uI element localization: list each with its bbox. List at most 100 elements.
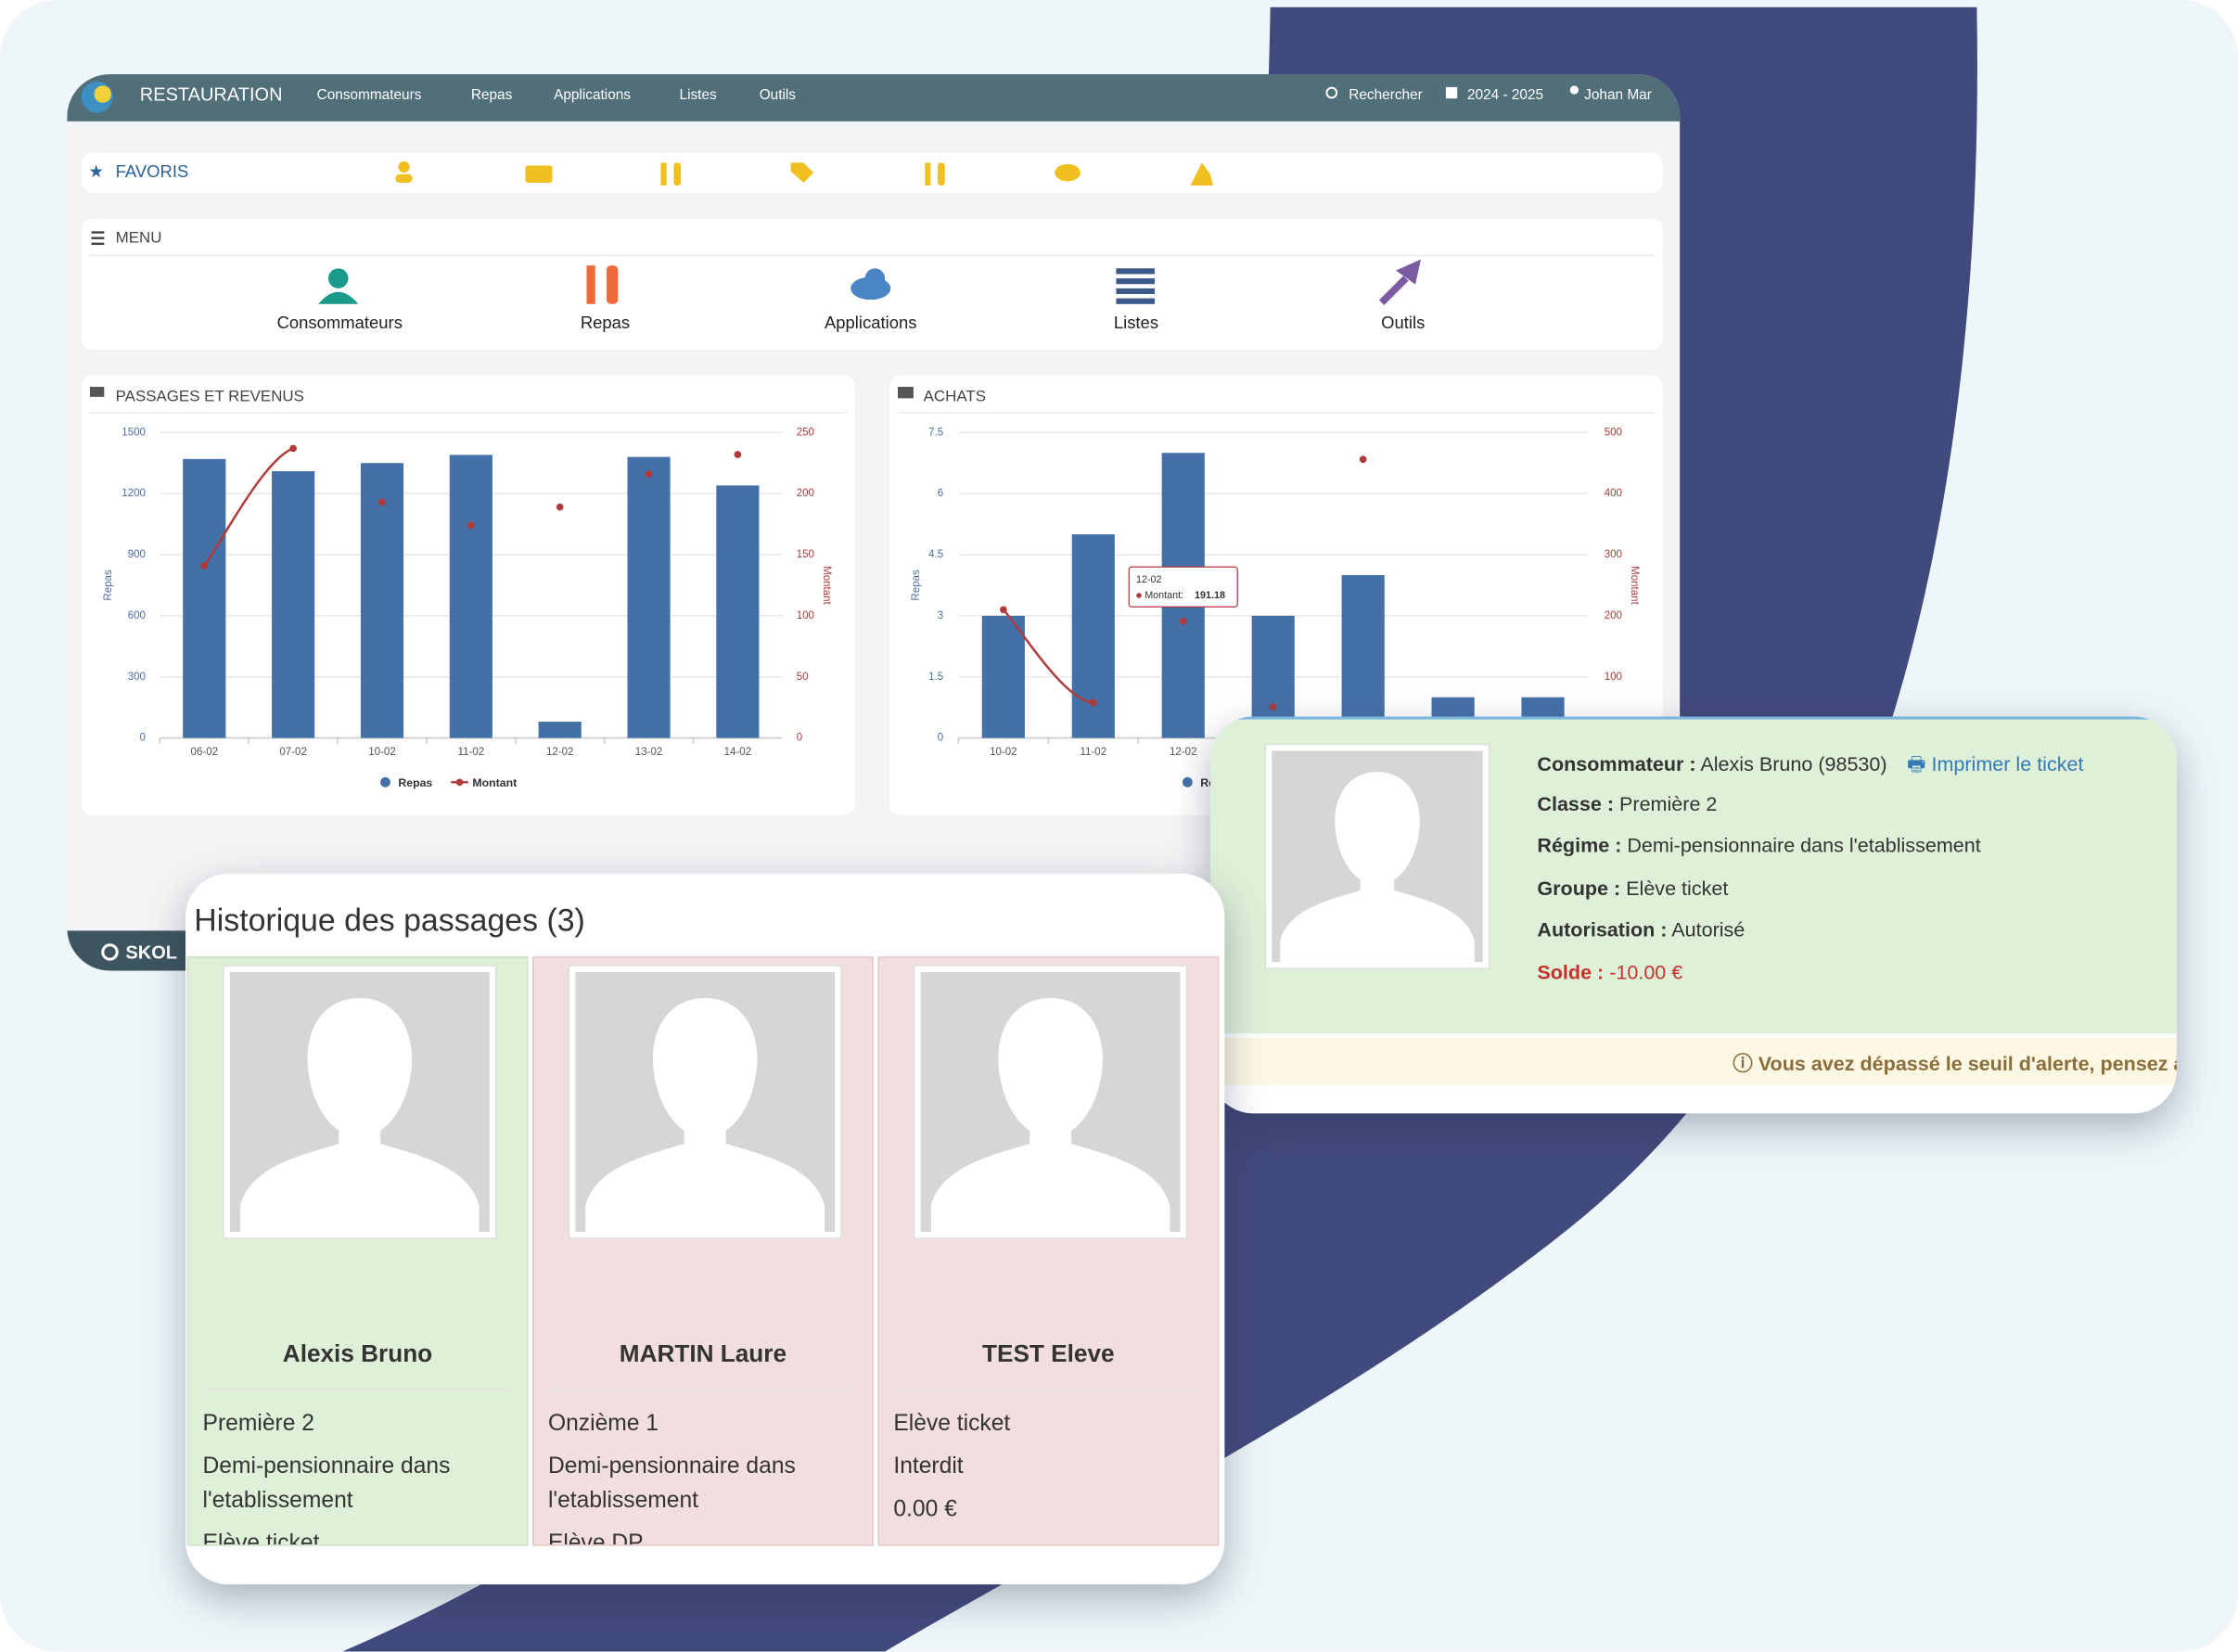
cart-icon xyxy=(89,387,105,397)
field: Consommateur : Alexis Bruno (98530) 🖶 Imp… xyxy=(1537,749,2083,784)
field: Classe : Première 2 xyxy=(1537,791,1717,814)
bar xyxy=(449,455,492,738)
point xyxy=(1179,617,1187,625)
menu-item-icon[interactable] xyxy=(318,291,359,304)
history-entry: MARTIN Laure Onzième 1 Demi-pensionnaire d… xyxy=(532,956,874,1546)
field-label: Groupe : xyxy=(1537,876,1621,899)
nav-search[interactable]: Rechercher xyxy=(1349,87,1422,103)
nav-item[interactable]: Outils xyxy=(760,87,797,103)
avatar xyxy=(920,971,1181,1233)
nav-item[interactable]: Consommateurs xyxy=(317,87,422,103)
entry-line: Elève ticket xyxy=(893,1411,1011,1437)
fav-icon[interactable] xyxy=(1055,163,1081,182)
print-link[interactable]: 🖶 Imprimer le ticket xyxy=(1907,752,2084,775)
entry-lines: Onzième 1 Demi-pensionnaire dans l'etabli… xyxy=(547,1403,861,1544)
x-tick-label: 12-02 xyxy=(1170,747,1197,758)
nav-user[interactable]: Johan Mar xyxy=(1584,87,1652,103)
fav-icon[interactable] xyxy=(925,162,931,186)
photo xyxy=(913,965,1188,1239)
card-icon xyxy=(897,387,914,399)
field-value: Autorisé xyxy=(1671,917,1746,941)
menu-item[interactable]: Consommateurs xyxy=(277,313,403,332)
bar xyxy=(1071,534,1115,738)
favoris-icons xyxy=(395,160,1214,186)
favoris-bar xyxy=(81,152,1663,193)
menu-item[interactable]: Repas xyxy=(581,313,630,332)
entry-line: 0.00 € xyxy=(893,1497,957,1522)
consumer-photo xyxy=(1264,743,1490,969)
entry-line: Demi-pensionnaire dans l'etablissement xyxy=(547,1454,796,1514)
line xyxy=(203,447,294,567)
legend-label: Montant xyxy=(472,776,517,789)
y-tick-label: 900 xyxy=(128,549,146,560)
tooltip xyxy=(1128,566,1238,608)
y-tick-label: 6 xyxy=(938,488,943,499)
menu-item-icon[interactable] xyxy=(864,268,886,288)
history-entry: Alexis Bruno Première 2 Demi-pensionnaire … xyxy=(186,956,529,1546)
history-title: Historique des passages (3) xyxy=(194,902,585,939)
nav-item[interactable]: Repas xyxy=(471,87,513,103)
menu-item[interactable]: Applications xyxy=(825,313,917,332)
menu-item[interactable]: Outils xyxy=(1381,313,1425,332)
y2-axis-title: Montant xyxy=(821,566,832,605)
menu-item-icon[interactable] xyxy=(586,265,595,304)
nav-year[interactable]: 2024 - 2025 xyxy=(1467,87,1543,103)
entry-line: Elève ticket xyxy=(202,1531,320,1546)
solde-value: -10.00 € xyxy=(1609,959,1683,983)
footer xyxy=(67,930,189,971)
point xyxy=(556,503,564,511)
y2-axis-title: Montant xyxy=(1629,566,1640,605)
tooltip-category: 12-02 xyxy=(1136,574,1162,585)
nav: Consommateurs Repas Applications Listes Outi… xyxy=(317,87,797,103)
fav-icon[interactable] xyxy=(1190,162,1214,186)
entry-line: Onzième 1 xyxy=(547,1411,659,1437)
tooltip-label: Montant: xyxy=(1145,590,1183,601)
point xyxy=(200,562,209,570)
menu-item-icon[interactable] xyxy=(1378,259,1421,305)
entry-lines: Première 2 Demi-pensionnaire dans l'etabl… xyxy=(202,1403,516,1546)
alert-text: ⓘ Vous avez dépassé le seuil d'alerte, p… xyxy=(1733,1049,2177,1078)
x-tick-label: 07-02 xyxy=(279,747,307,758)
alert: ⓘ Vous avez dépassé le seuil d'alerte, p… xyxy=(1209,1037,2177,1085)
menu-item[interactable]: Listes xyxy=(1114,313,1158,332)
fav-icon[interactable] xyxy=(673,162,682,186)
line xyxy=(1002,608,1093,704)
x-tick-label: 11-02 xyxy=(1080,747,1106,758)
fav-icon[interactable] xyxy=(790,162,814,183)
divider xyxy=(547,1389,858,1390)
point xyxy=(645,470,653,478)
menu-item-icon[interactable] xyxy=(607,265,619,304)
fav-icon[interactable] xyxy=(395,173,413,183)
nav-item[interactable]: Listes xyxy=(680,87,717,103)
y-axis-title: Repas xyxy=(911,570,922,601)
y2-tick-label: 400 xyxy=(1605,488,1622,499)
fav-icon[interactable] xyxy=(938,162,945,186)
y-tick-label: 1.5 xyxy=(928,672,943,683)
y-tick-label: 300 xyxy=(128,672,146,683)
fav-icon[interactable] xyxy=(398,160,410,173)
nav-item[interactable]: Applications xyxy=(554,87,631,103)
y-tick-label: 1200 xyxy=(121,488,146,499)
bar xyxy=(183,458,226,738)
y2-tick-label: 200 xyxy=(797,488,814,499)
field: Groupe : Elève ticket xyxy=(1537,876,1728,899)
fav-icon[interactable] xyxy=(525,165,553,183)
field-value: Elève ticket xyxy=(1626,876,1729,899)
point xyxy=(734,451,742,458)
x-tick-label: 06-02 xyxy=(191,747,219,758)
menu-title: MENU xyxy=(116,228,162,246)
print-text[interactable]: Imprimer le ticket xyxy=(1931,752,2084,775)
navbar xyxy=(67,74,1681,122)
entry-line: Demi-pensionnaire dans l'etablissement xyxy=(202,1454,451,1514)
fav-icon[interactable] xyxy=(660,162,667,186)
avatar xyxy=(229,971,490,1233)
menu-item-icon[interactable] xyxy=(327,268,349,288)
y2-tick-label: 100 xyxy=(797,610,814,621)
divider xyxy=(893,1389,1204,1390)
bar xyxy=(538,722,582,738)
bar xyxy=(627,456,671,738)
footer-logo xyxy=(101,943,119,961)
alert-message: Vous avez dépassé le seuil d'alerte, pen… xyxy=(1758,1052,2177,1075)
avatar xyxy=(575,971,836,1233)
